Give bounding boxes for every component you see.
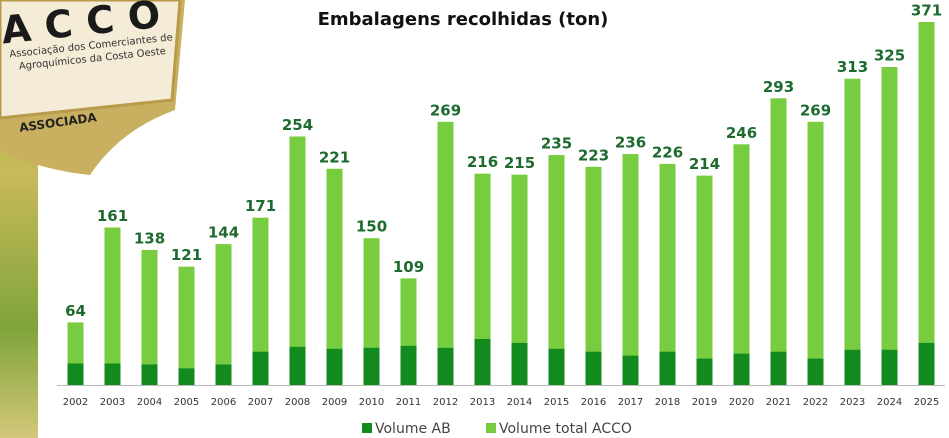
bar	[216, 244, 232, 385]
bar	[771, 98, 787, 385]
bar	[364, 348, 380, 385]
x-tick-label: 2019	[692, 397, 717, 408]
bar	[512, 343, 528, 385]
bar	[475, 339, 491, 385]
bar	[105, 363, 121, 385]
data-label: 150	[356, 218, 387, 236]
x-tick-label: 2021	[766, 397, 791, 408]
x-tick-label: 2008	[285, 397, 310, 408]
bar	[882, 67, 898, 385]
bar	[808, 359, 824, 385]
x-tick-label: 2007	[248, 397, 273, 408]
x-tick-label: 2012	[433, 397, 458, 408]
bar	[438, 122, 454, 385]
data-label: 226	[652, 143, 683, 161]
bar	[179, 368, 195, 385]
chart-title: Embalagens recolhidas (ton)	[318, 9, 609, 30]
data-label: 235	[541, 135, 572, 153]
bar	[919, 22, 935, 385]
bar	[68, 363, 84, 385]
bar	[734, 354, 750, 385]
data-label: 171	[245, 197, 276, 215]
page: ACCO Associação dos Comerciantes de Agro…	[0, 0, 949, 438]
data-label: 214	[689, 155, 720, 173]
data-label: 371	[911, 2, 942, 20]
bar	[660, 352, 676, 385]
x-tick-label: 2015	[544, 397, 569, 408]
x-tick-label: 2017	[618, 397, 643, 408]
data-label: 221	[319, 148, 350, 166]
bar	[290, 347, 306, 385]
bar	[549, 349, 565, 385]
bar	[845, 79, 861, 385]
data-label: 246	[726, 124, 757, 142]
x-tick-label: 2013	[470, 397, 495, 408]
x-tick-label: 2010	[359, 397, 384, 408]
data-label: 121	[171, 246, 202, 264]
x-tick-label: 2024	[877, 397, 902, 408]
bar	[697, 176, 713, 385]
bar	[734, 144, 750, 385]
bar	[623, 356, 639, 385]
legend-label: Volume AB	[375, 421, 451, 437]
bar	[105, 227, 121, 385]
x-tick-label: 2006	[211, 397, 236, 408]
data-label: 325	[874, 47, 905, 65]
x-tick-label: 2003	[100, 397, 125, 408]
data-label: 216	[467, 153, 498, 171]
data-label: 144	[208, 224, 239, 242]
data-label: 254	[282, 116, 313, 134]
data-label: 223	[578, 146, 609, 164]
data-label: 64	[65, 302, 86, 320]
x-tick-label: 2022	[803, 397, 828, 408]
bar	[623, 154, 639, 385]
x-tick-label: 2025	[914, 397, 939, 408]
data-label: 293	[763, 78, 794, 96]
x-tick-label: 2016	[581, 397, 606, 408]
legend-swatch	[486, 423, 496, 433]
x-tick-label: 2011	[396, 397, 421, 408]
bar	[401, 346, 417, 385]
data-label: 313	[837, 58, 868, 76]
bar	[179, 267, 195, 385]
x-tick-label: 2004	[137, 397, 162, 408]
data-label: 138	[134, 229, 165, 247]
data-label: 269	[800, 101, 831, 119]
bar	[808, 122, 824, 385]
x-tick-label: 2018	[655, 397, 680, 408]
x-tick-label: 2020	[729, 397, 754, 408]
legend-swatch	[362, 423, 372, 433]
bar	[697, 359, 713, 385]
bar	[438, 348, 454, 385]
x-tick-label: 2005	[174, 397, 199, 408]
bar	[327, 349, 343, 385]
bar	[253, 352, 269, 385]
bar	[586, 352, 602, 385]
bar	[142, 364, 158, 385]
data-label: 109	[393, 258, 424, 276]
x-tick-label: 2002	[63, 397, 88, 408]
data-label: 269	[430, 101, 461, 119]
bar	[882, 350, 898, 385]
x-tick-label: 2014	[507, 397, 532, 408]
bar	[771, 352, 787, 385]
data-label: 161	[97, 207, 128, 225]
logo: ACCO Associação dos Comerciantes de Agro…	[0, 0, 185, 175]
bar	[845, 350, 861, 385]
bar	[919, 343, 935, 385]
x-tick-label: 2023	[840, 397, 865, 408]
data-label: 215	[504, 154, 535, 172]
legend-label: Volume total ACCO	[499, 421, 632, 437]
data-label: 236	[615, 134, 646, 152]
bar	[216, 364, 232, 385]
chart: ACCO Associação dos Comerciantes de Agro…	[0, 0, 949, 438]
x-tick-label: 2009	[322, 397, 347, 408]
